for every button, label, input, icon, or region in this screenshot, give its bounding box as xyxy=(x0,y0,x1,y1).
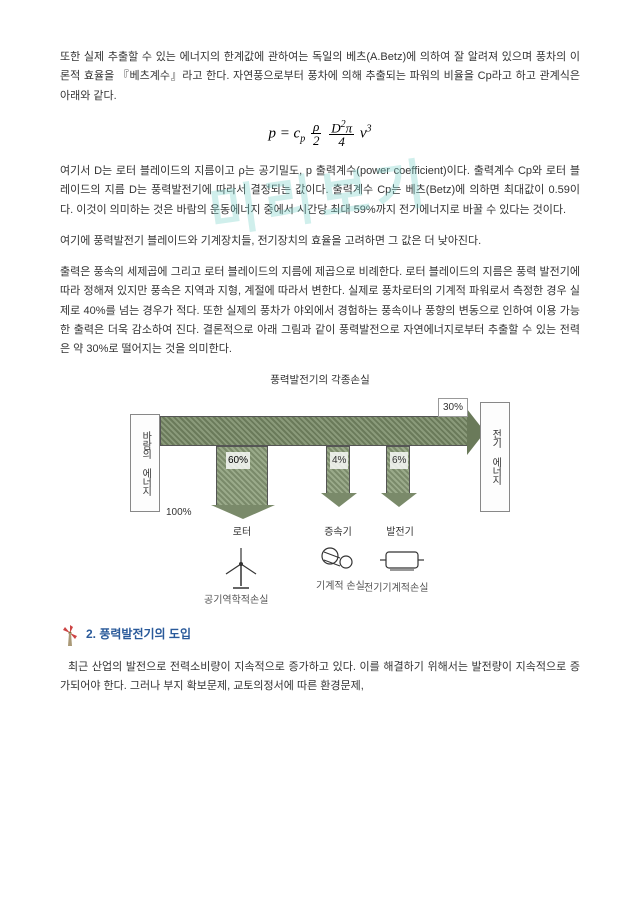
betz-formula: p = cp ρ 2 D2π 4 v3 xyxy=(60,120,580,148)
rho-num: ρ xyxy=(311,120,322,134)
rho-den: 2 xyxy=(311,134,322,147)
pi-sym: π xyxy=(346,120,353,135)
d-sym: D xyxy=(331,120,340,135)
figure-caption: 풍력발전기의 각종손실 xyxy=(60,371,580,389)
frac-rho-2: ρ 2 xyxy=(311,120,322,147)
pct-6: 6% xyxy=(390,452,408,470)
gen-label: 발전기 xyxy=(374,524,426,542)
gearbox-icon xyxy=(318,544,358,574)
wind-energy-box: 바람의 에너지 xyxy=(130,414,160,512)
main-flow-arrow xyxy=(160,416,468,446)
pct-4: 4% xyxy=(330,452,348,470)
paragraph-3: 여기에 풍력발전기 블레이드와 기계장치들, 전기장치의 효율을 고려하면 그 … xyxy=(60,232,580,251)
mech-loss-label: 기계적 손실 xyxy=(316,578,365,596)
paragraph-5: 최근 산업의 발전으로 전력소비량이 지속적으로 증가하고 있다. 이를 해결하… xyxy=(60,658,580,697)
aero-loss-label: 공기역학적손실 xyxy=(204,592,268,610)
gear-label: 증속기 xyxy=(312,524,364,542)
electric-energy-box: 전기 에너지 xyxy=(480,402,510,512)
section-2-title: 2. 풍력발전기의 도입 xyxy=(86,624,191,645)
rotor-label: 로터 xyxy=(216,524,268,542)
formula-lhs: p = c xyxy=(268,125,300,141)
formula-cp-sub: p xyxy=(300,133,305,144)
d2pi-num: D2π xyxy=(329,120,354,135)
pct-100: 100% xyxy=(166,504,192,522)
section-2-heading: 2. 풍력발전기의 도입 xyxy=(60,624,580,646)
paragraph-2: 여기서 D는 로터 블레이드의 지름이고 ρ는 공기밀도, p 출력계수(pow… xyxy=(60,162,580,220)
v-sup: 3 xyxy=(367,123,372,134)
frac-d2pi-4: D2π 4 xyxy=(329,120,354,148)
loss-diagram: 바람의 에너지 30% 전기 에너지 100% 60% 4% 6% 로터 증속기… xyxy=(130,396,510,606)
paragraph-1: 또한 실제 추출할 수 있는 에너지의 한계값에 관하여는 독일의 베츠(A.B… xyxy=(60,48,580,106)
windmill-icon xyxy=(60,624,80,646)
v-sym: v xyxy=(360,125,367,141)
generator-icon xyxy=(380,546,424,574)
pct-30: 30% xyxy=(438,398,468,418)
rotor-icon xyxy=(218,544,264,590)
d-den: 4 xyxy=(329,135,354,148)
elecmech-loss-label: 전기기계적손실 xyxy=(364,580,428,598)
paragraph-4: 출력은 풍속의 세제곱에 그리고 로터 블레이드의 지름에 제곱으로 비례한다.… xyxy=(60,263,580,359)
pct-60: 60% xyxy=(226,452,250,470)
